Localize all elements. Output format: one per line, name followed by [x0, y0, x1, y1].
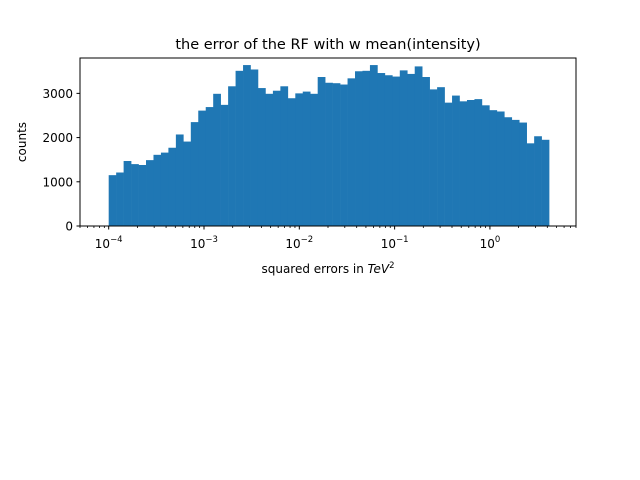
histogram-bar — [511, 119, 520, 226]
histogram-bar — [504, 117, 513, 226]
y-axis-label: counts — [15, 122, 29, 162]
histogram-bar — [213, 93, 221, 226]
histogram-bar — [153, 154, 162, 226]
y-tick-label: 3000 — [42, 87, 73, 101]
histogram-bar — [287, 98, 296, 226]
histogram-bar — [519, 122, 527, 226]
histogram-bar — [205, 107, 214, 226]
histogram-bar — [295, 93, 304, 227]
x-axis-label: squared errors in TeV2 — [261, 261, 394, 276]
histogram-bar — [310, 93, 318, 226]
histogram-bar — [243, 65, 251, 226]
x-tick-label: 10−2 — [285, 235, 313, 251]
histogram-bar — [257, 88, 266, 226]
histogram-bar — [429, 89, 438, 226]
x-tick-label: 10−4 — [95, 235, 123, 251]
histogram-bar — [437, 87, 445, 227]
x-tick-label: 100 — [480, 235, 501, 251]
histogram-bar — [116, 172, 124, 226]
histogram-bar — [414, 66, 423, 227]
histogram-bar — [250, 69, 259, 227]
histogram-bar — [160, 152, 169, 226]
histogram-bar — [131, 164, 139, 226]
y-axis-ticks: 0 1000 2000 3000 — [42, 87, 80, 234]
x-tick-label: 10−3 — [190, 235, 218, 251]
histogram-bar — [340, 84, 348, 226]
histogram-bar — [123, 161, 132, 226]
x-axis-label-prefix: squared errors in — [261, 262, 367, 276]
plot-frame — [79, 57, 577, 227]
histogram-bars — [108, 65, 550, 227]
histogram-bar — [474, 99, 483, 226]
histogram-bar — [489, 110, 498, 226]
histogram-bar — [347, 78, 356, 226]
histogram-bar — [459, 101, 468, 226]
y-tick-label: 1000 — [42, 175, 73, 189]
histogram-bar — [541, 139, 550, 226]
histogram-bar — [198, 110, 207, 226]
y-tick-label: 0 — [65, 220, 73, 234]
histogram-bar — [146, 160, 154, 226]
histogram-bar — [399, 70, 408, 226]
histogram-bar — [220, 104, 229, 226]
histogram-bar — [302, 91, 311, 226]
y-tick-label: 2000 — [42, 131, 73, 145]
histogram-bar — [272, 90, 281, 226]
histogram-bar — [332, 83, 341, 226]
histogram-bar — [355, 71, 363, 226]
histogram-bar — [362, 70, 371, 226]
histogram-bar — [265, 93, 274, 226]
histogram-bar — [466, 100, 475, 226]
histogram-bar — [384, 75, 393, 227]
histogram-bar — [534, 136, 542, 226]
x-axis-label-exponent: 2 — [389, 261, 394, 271]
histogram-bar — [190, 122, 199, 226]
x-tick-label: 10−1 — [381, 235, 409, 251]
histogram-bar — [526, 143, 535, 226]
histogram-bar — [280, 86, 289, 226]
x-axis-label-unit: TeV — [368, 262, 390, 276]
histogram-bar — [317, 77, 326, 226]
histogram-bar — [235, 70, 244, 226]
histogram-bar — [108, 175, 117, 226]
histogram-bar — [422, 77, 430, 226]
histogram-bar — [369, 65, 378, 226]
histogram-bar — [175, 134, 184, 226]
histogram-bar — [407, 73, 416, 226]
histogram-bar — [444, 102, 453, 226]
histogram-bar — [496, 111, 505, 226]
x-axis-ticks: 10−4 10−3 10−2 10−1 100 — [79, 226, 577, 251]
histogram-bar — [481, 105, 490, 226]
histogram-bar — [168, 147, 177, 226]
histogram-bar — [228, 86, 236, 226]
chart-title: the error of the RF with w mean(intensit… — [175, 37, 480, 53]
histogram-bar — [325, 82, 333, 226]
histogram-bar — [377, 73, 386, 226]
histogram-bar — [183, 141, 192, 226]
histogram-bar — [138, 164, 147, 226]
histogram-bar — [392, 76, 401, 226]
histogram-bar — [452, 95, 460, 226]
